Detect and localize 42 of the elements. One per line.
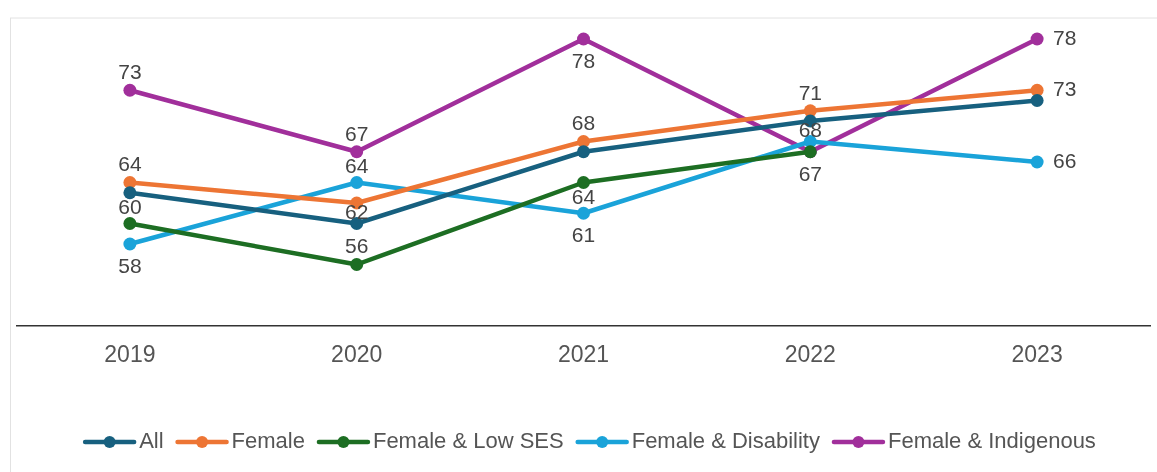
point xyxy=(577,176,590,189)
data-label: 64 xyxy=(571,184,596,208)
legend-label: Female & Low SES xyxy=(372,428,564,454)
legend-label: Female xyxy=(231,428,305,454)
data-label: 73 xyxy=(1053,77,1077,101)
data-label: 64 xyxy=(345,153,369,177)
data-label: 58 xyxy=(118,253,142,277)
data-label: 78 xyxy=(1053,25,1077,49)
data-label: 78 xyxy=(571,48,596,72)
point xyxy=(350,258,364,271)
point xyxy=(577,32,590,46)
point xyxy=(350,176,364,189)
legend-label: Female & Disability xyxy=(631,428,820,454)
data-label: 64 xyxy=(118,152,142,176)
point xyxy=(123,217,137,230)
data-label: 61 xyxy=(571,223,596,247)
x-tick-label: 2020 xyxy=(331,341,383,368)
data-label: 71 xyxy=(798,80,822,104)
point xyxy=(1030,32,1044,46)
data-label: 62 xyxy=(345,200,369,224)
data-label: 66 xyxy=(1053,148,1077,172)
legend-label: All xyxy=(139,428,164,454)
data-label: 68 xyxy=(571,111,596,135)
x-tick-label: 2021 xyxy=(557,341,610,368)
data-label: 67 xyxy=(798,161,822,185)
point xyxy=(123,237,137,251)
point xyxy=(1030,94,1044,107)
point xyxy=(577,145,590,159)
x-tick-label: 2019 xyxy=(104,341,156,368)
data-label: 60 xyxy=(118,194,142,218)
point xyxy=(577,206,590,220)
data-label: 68 xyxy=(798,118,822,142)
point xyxy=(123,186,137,200)
data-label: 67 xyxy=(345,121,369,145)
legend-label: Female & Indigenous xyxy=(887,428,1096,454)
x-tick-label: 2023 xyxy=(1011,341,1063,368)
data-label: 73 xyxy=(118,60,142,84)
x-tick-label: 2022 xyxy=(784,341,836,368)
point xyxy=(123,83,137,97)
point xyxy=(350,145,364,159)
data-label: 56 xyxy=(345,234,369,258)
point xyxy=(1030,155,1044,169)
